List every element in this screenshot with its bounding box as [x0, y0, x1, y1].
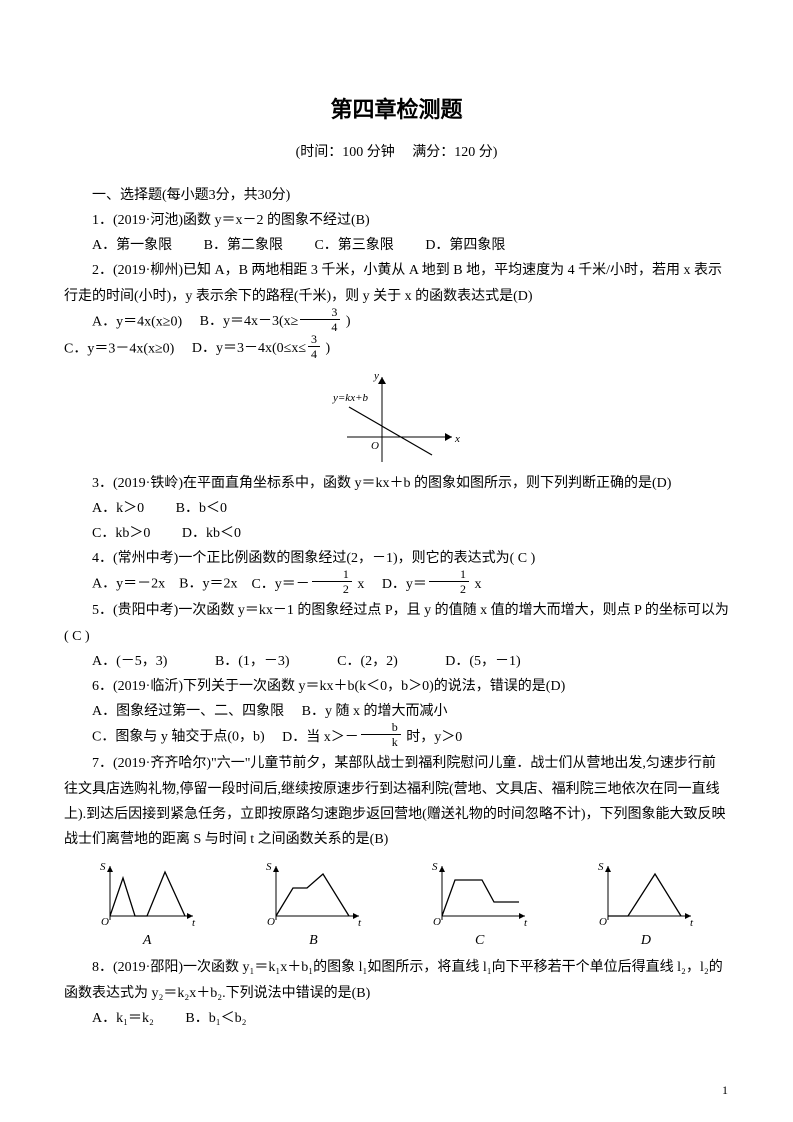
frac-1-2-icon: 12: [312, 568, 352, 595]
q7-graph-B: S t O B: [261, 858, 366, 953]
q7-stem: 7．(2019·齐齐哈尔)"六一"儿童节前夕，某部队战士到福利院慰问儿童．战士们…: [64, 751, 729, 852]
q5-stem: 5．(贵阳中考)一次函数 y＝kx－1 的图象经过点 P，且 y 的值随 x 值…: [64, 598, 729, 648]
q2-stem: 2．(2019·柳州)已知 A，B 两地相距 3 千米，小黄从 A 地到 B 地…: [64, 258, 729, 308]
q5-D: D．(5，－1): [445, 654, 520, 669]
graph-b-icon: S t O: [261, 858, 366, 928]
q6-options-CD: C．图象与 y 轴交于点(0，b) D．当 x＞－bk 时，y＞0: [64, 724, 729, 751]
q2-C: C．y＝3－4x(x≥0): [64, 341, 174, 356]
q3-D: D．kb＜0: [182, 526, 241, 541]
q7-graph-C: S t O C: [427, 858, 532, 953]
q2-B-pre: B．y＝4x－3(x≥: [200, 314, 299, 329]
frac-3-4-icon: 34: [308, 333, 320, 360]
q2-A: A．y＝4x(x≥0): [92, 314, 182, 329]
q8-B: B．b₁＜b₂: [185, 1011, 246, 1026]
page-title: 第四章检测题: [64, 90, 729, 130]
q4-A: A．y＝－2x: [92, 577, 165, 592]
q4-D-post: x: [471, 577, 482, 592]
q5-B: B．(1，－3): [215, 654, 290, 669]
svg-text:S: S: [432, 861, 438, 873]
svg-text:O: O: [433, 916, 441, 928]
q8-stem: 8．(2019·邵阳)一次函数 y₁＝k₁x＋b₁的图象 l₁如图所示，将直线 …: [64, 955, 729, 1005]
q2-D-post: ): [322, 341, 330, 356]
q6-stem: 6．(2019·临沂)下列关于一次函数 y＝kx＋b(k＜0，b＞0)的说法，错…: [64, 674, 729, 699]
q6-B: B．y 随 x 的增大而减小: [302, 704, 448, 719]
svg-text:O: O: [101, 916, 109, 928]
q4-stem: 4．(常州中考)一个正比例函数的图象经过(2，－1)，则它的表达式为( C ): [64, 546, 729, 571]
svg-text:y=kx+b: y=kx+b: [332, 392, 368, 404]
q2-D: D．y＝3－4x(0≤x≤34 ): [192, 341, 330, 356]
q8-options: A．k₁＝k₂ B．b₁＜b₂: [64, 1006, 729, 1031]
q7-label-B: B: [261, 928, 366, 953]
frac-3-4-icon: 34: [300, 306, 340, 333]
subtitle-time: (时间：100 分钟: [296, 145, 395, 160]
svg-text:S: S: [100, 861, 106, 873]
graph-c-icon: S t O: [427, 858, 532, 928]
q4-C-post: x: [354, 577, 365, 592]
q1-A: A．第一象限: [92, 238, 172, 253]
section-header: 一、选择题(每小题3分，共30分): [64, 183, 729, 208]
q6-C: C．图象与 y 轴交于点(0，b): [92, 730, 265, 745]
svg-text:t: t: [358, 917, 362, 928]
q8-A: A．k₁＝k₂: [92, 1011, 154, 1026]
q7-label-C: C: [427, 928, 532, 953]
q4-options: A．y＝－2x B．y＝2x C．y＝－12 x D．y＝12 x: [64, 571, 729, 598]
q1-stem: 1．(2019·河池)函数 y＝x－2 的图象不经过(B): [64, 208, 729, 233]
q3-options-AB: A．k＞0 B．b＜0: [64, 496, 729, 521]
subtitle-score: 满分：120 分): [412, 145, 497, 160]
graph-a-icon: S t O: [95, 858, 200, 928]
q4-C-pre: C．y＝－: [251, 577, 309, 592]
q2-B-post: ): [342, 314, 350, 329]
q1-C: C．第三象限: [314, 238, 393, 253]
q6-A: A．图象经过第一、二、四象限: [92, 704, 284, 719]
q2-options-CD: C．y＝3－4x(x≥0) D．y＝3－4x(0≤x≤34 ): [64, 336, 729, 363]
q2-B: B．y＝4x－3(x≥34 ): [200, 314, 351, 329]
q6-D-post: 时，y＞0: [403, 730, 463, 745]
svg-text:y: y: [373, 370, 379, 382]
svg-text:O: O: [599, 916, 607, 928]
q3-B: B．b＜0: [176, 501, 227, 516]
svg-text:t: t: [192, 917, 196, 928]
frac-b-k-icon: bk: [361, 721, 401, 748]
q7-label-A: A: [95, 928, 200, 953]
q3-graph-icon: x y O y=kx+b: [327, 367, 467, 467]
svg-text:t: t: [690, 917, 694, 928]
svg-text:x: x: [454, 433, 460, 445]
page-number: 1: [722, 1080, 728, 1102]
q1-options: A．第一象限 B．第二象限 C．第三象限 D．第四象限: [64, 233, 729, 258]
svg-text:O: O: [371, 440, 379, 452]
q3-figure: x y O y=kx+b: [64, 367, 729, 467]
q7-graphs: S t O A S t O B S t O C: [64, 858, 729, 953]
q4-D: D．y＝12 x: [382, 577, 482, 592]
q5-A: A．(－5，3): [92, 654, 167, 669]
svg-text:O: O: [267, 916, 275, 928]
q3-C: C．kb＞0: [92, 526, 150, 541]
q3-stem: 3．(2019·铁岭)在平面直角坐标系中，函数 y＝kx＋b 的图象如图所示，则…: [64, 471, 729, 496]
q7-graph-A: S t O A: [95, 858, 200, 953]
svg-text:t: t: [524, 917, 528, 928]
subtitle: (时间：100 分钟 满分：120 分): [64, 140, 729, 165]
graph-d-icon: S t O: [593, 858, 698, 928]
q6-D-pre: D．当 x＞－: [282, 730, 359, 745]
frac-1-2-icon: 12: [429, 568, 469, 595]
q2-D-pre: D．y＝3－4x(0≤x≤: [192, 341, 306, 356]
q3-A: A．k＞0: [92, 501, 144, 516]
q5-options: A．(－5，3) B．(1，－3) C．(2，2) D．(5，－1): [64, 649, 729, 674]
q4-D-pre: D．y＝: [382, 577, 427, 592]
q6-D: D．当 x＞－bk 时，y＞0: [282, 730, 462, 745]
q5-C: C．(2，2): [337, 654, 398, 669]
q7-label-D: D: [593, 928, 698, 953]
svg-text:S: S: [266, 861, 272, 873]
q4-C: C．y＝－12 x: [251, 577, 367, 592]
q1-D: D．第四象限: [425, 238, 505, 253]
q4-B: B．y＝2x: [179, 577, 237, 592]
svg-text:S: S: [598, 861, 604, 873]
q7-graph-D: S t O D: [593, 858, 698, 953]
q3-options-CD: C．kb＞0 D．kb＜0: [64, 521, 729, 546]
q1-B: B．第二象限: [204, 238, 283, 253]
q2-options-AB: A．y＝4x(x≥0) B．y＝4x－3(x≥34 ): [64, 309, 729, 336]
